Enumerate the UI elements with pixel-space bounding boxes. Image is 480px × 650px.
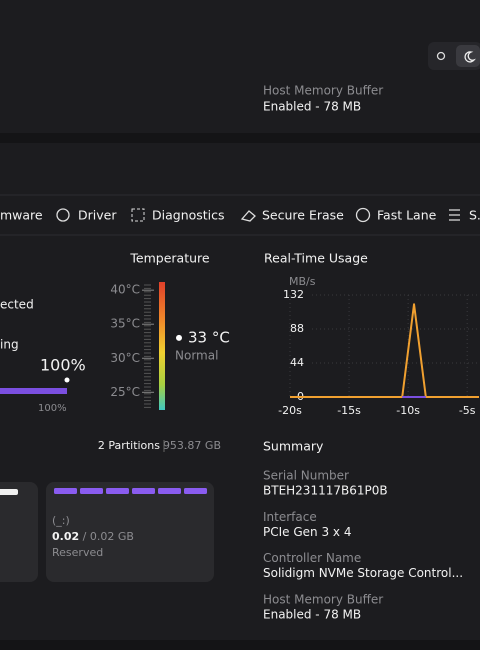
used: 0.02: [52, 530, 79, 543]
y-tick-label: 88: [290, 322, 304, 335]
series-line: [290, 303, 479, 398]
partition-type: Reserved: [52, 546, 103, 559]
theme-toggle[interactable]: [428, 42, 480, 70]
progress-max: 100%: [38, 403, 67, 414]
progress-dot: [64, 377, 70, 383]
x-tick-label: -5s: [459, 404, 476, 417]
tab[interactable]: Secure Erase: [262, 208, 344, 223]
field-value: PCIe Gen 3 x 4: [263, 525, 351, 539]
partition-size: 953.87 GB: [163, 439, 221, 452]
x-tick-label: -15s: [337, 404, 361, 417]
usage-segment: [132, 488, 155, 494]
field-value: BTEH231117B61P0B: [263, 484, 388, 498]
field-value: Solidigm NVMe Storage Control...: [263, 566, 463, 580]
status-text: ected: [0, 298, 34, 312]
status-text: ing: [0, 338, 19, 352]
temperature-scale: [159, 282, 165, 410]
temperature-value: 33 °C: [188, 328, 230, 346]
y-tick-label: 40°C: [110, 283, 140, 297]
usage-segment: [184, 488, 207, 494]
field-value: Enabled - 78 MB: [263, 100, 361, 114]
y-tick-label: 30°C: [110, 351, 140, 365]
usage-segment: [158, 488, 181, 494]
usage-segment: [54, 488, 77, 494]
usage-segment: [106, 488, 129, 494]
y-tick-label: 132: [283, 288, 304, 301]
tab-bar: mware Driver Diagnostics Secure Erase Fa…: [0, 208, 480, 223]
section-title: Real-Time Usage: [264, 251, 368, 266]
total: / 0.02 GB: [83, 530, 134, 543]
x-tick-label: -10s: [396, 404, 420, 417]
sun-icon[interactable]: [436, 51, 446, 61]
axis-label: MB/s: [289, 275, 316, 288]
usage-segment: [0, 489, 18, 495]
tab[interactable]: Fast Lane: [377, 208, 437, 223]
tab[interactable]: mware: [0, 208, 43, 223]
partition-card[interactable]: [0, 482, 38, 582]
tab-icon: [355, 207, 371, 223]
y-tick-label: 35°C: [110, 317, 140, 331]
tab[interactable]: Diagnostics: [152, 208, 225, 223]
partition-usage: 0.02 / 0.02 GB: [52, 530, 134, 543]
field-label: Host Memory Buffer: [263, 84, 383, 98]
tab-icon: [449, 209, 460, 221]
partition-card[interactable]: [46, 482, 214, 582]
field-value: Enabled - 78 MB: [263, 607, 361, 621]
y-tick-label: 25°C: [110, 385, 140, 399]
field-label: Serial Number: [263, 469, 349, 483]
field-label: Controller Name: [263, 551, 361, 565]
progress-bar: [0, 388, 67, 394]
tab[interactable]: S.: [469, 208, 480, 223]
temperature-status: Normal: [175, 348, 218, 362]
usage-segment: [80, 488, 103, 494]
partition-label: (_:): [52, 514, 70, 527]
x-tick-label: -20s: [278, 404, 302, 417]
moon-icon: [464, 51, 476, 63]
partition-count: 2 Partitions: [98, 439, 160, 452]
field-label: Interface: [263, 510, 317, 524]
section-title: Temperature: [129, 251, 209, 266]
temperature-marker: [176, 334, 182, 341]
progress-label: 100%: [40, 356, 86, 375]
top-panel: [0, 0, 480, 133]
field-label: Host Memory Buffer: [263, 592, 383, 606]
usage-segments: [54, 488, 207, 494]
tab-icon: [131, 208, 145, 222]
tab-icon: [56, 208, 70, 222]
section-title: Summary: [263, 439, 324, 454]
tab-icon: [240, 210, 256, 222]
y-tick-label: 44: [290, 356, 304, 369]
tab[interactable]: Driver: [78, 208, 117, 223]
